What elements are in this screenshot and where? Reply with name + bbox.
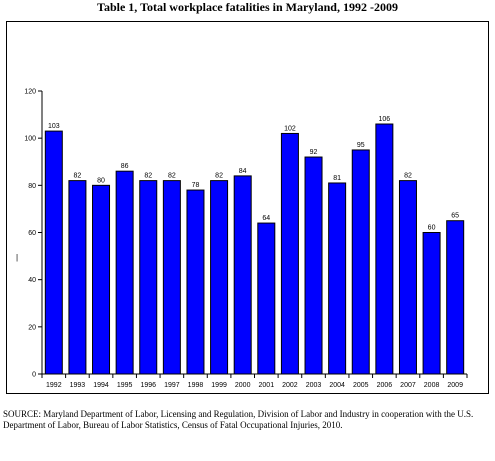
y-tick-label: 100	[24, 136, 36, 143]
x-tick-label: 1992	[46, 382, 62, 389]
x-tick-label: 2001	[259, 382, 275, 389]
y-axis-label: |	[16, 253, 18, 262]
bar	[139, 180, 158, 375]
y-tick-label: 120	[24, 89, 36, 96]
x-tick-label: 1996	[140, 382, 156, 389]
x-tick-label: 2009	[447, 382, 463, 389]
bars: 103 82 80 86 82 82 78 82 84 64 102 92 81 95 106 82 60 65	[44, 116, 465, 375]
data-label: 64	[262, 215, 270, 222]
x-axis: 1992 1993 1994 1995 1996 1997 1998 1999 2000 2001…	[41, 373, 468, 389]
x-tick-label: 1999	[211, 382, 227, 389]
y-axis: 0 20 40 60 80 100 120	[24, 89, 43, 379]
y-tick-label: 60	[28, 230, 36, 237]
bar	[162, 180, 181, 375]
data-label: 78	[192, 182, 200, 189]
data-label: 95	[357, 142, 365, 149]
data-label: 92	[310, 149, 318, 156]
data-label: 82	[74, 173, 82, 180]
data-label: 65	[451, 213, 459, 220]
bar	[186, 189, 205, 375]
bar	[233, 175, 252, 375]
data-label: 81	[333, 175, 341, 182]
x-tick-label: 2006	[377, 382, 393, 389]
y-tick-label: 80	[28, 183, 36, 190]
bar	[280, 132, 299, 375]
y-tick-label: 0	[32, 372, 36, 379]
x-tick-label: 1994	[93, 382, 109, 389]
data-label: 80	[97, 177, 105, 184]
bar	[446, 220, 465, 375]
data-label: 82	[215, 173, 223, 180]
bar	[422, 232, 441, 375]
data-label: 82	[144, 173, 152, 180]
source-note: SOURCE: Maryland Department of Labor, Li…	[3, 409, 474, 430]
chart-title: Table 1, Total workplace fatalities in M…	[97, 0, 398, 14]
bar	[351, 149, 370, 375]
y-tick-label: 20	[28, 324, 36, 331]
y-tick-label: 40	[28, 277, 36, 284]
x-tick-label: 2002	[282, 382, 298, 389]
bar	[328, 182, 347, 375]
bar	[304, 156, 323, 375]
chart-frame: | 0 20 40 60 80 100 120 103 82 80 86 82 82 78 82 84 64 1…	[6, 21, 489, 394]
x-tick-label: 2005	[353, 382, 369, 389]
data-label: 86	[121, 163, 129, 170]
x-tick-label: 1998	[188, 382, 204, 389]
bar	[92, 184, 111, 375]
x-tick-label: 1995	[117, 382, 133, 389]
bar	[398, 180, 417, 375]
x-tick-label: 1993	[70, 382, 86, 389]
data-label: 102	[284, 125, 296, 132]
bar	[115, 170, 134, 375]
x-tick-label: 2004	[329, 382, 345, 389]
data-label: 60	[428, 225, 436, 232]
x-tick-label: 2003	[306, 382, 322, 389]
data-label: 106	[379, 116, 391, 123]
bar	[210, 180, 229, 375]
bar	[44, 130, 63, 375]
x-tick-label: 2007	[400, 382, 416, 389]
data-label: 103	[48, 123, 60, 130]
x-tick-label: 2000	[235, 382, 251, 389]
data-label: 82	[404, 173, 412, 180]
x-tick-label: 2008	[424, 382, 440, 389]
data-label: 82	[168, 173, 176, 180]
bar	[257, 222, 276, 375]
x-tick-label: 1997	[164, 382, 180, 389]
bar	[68, 180, 87, 375]
bar	[375, 123, 394, 375]
data-label: 84	[239, 168, 247, 175]
